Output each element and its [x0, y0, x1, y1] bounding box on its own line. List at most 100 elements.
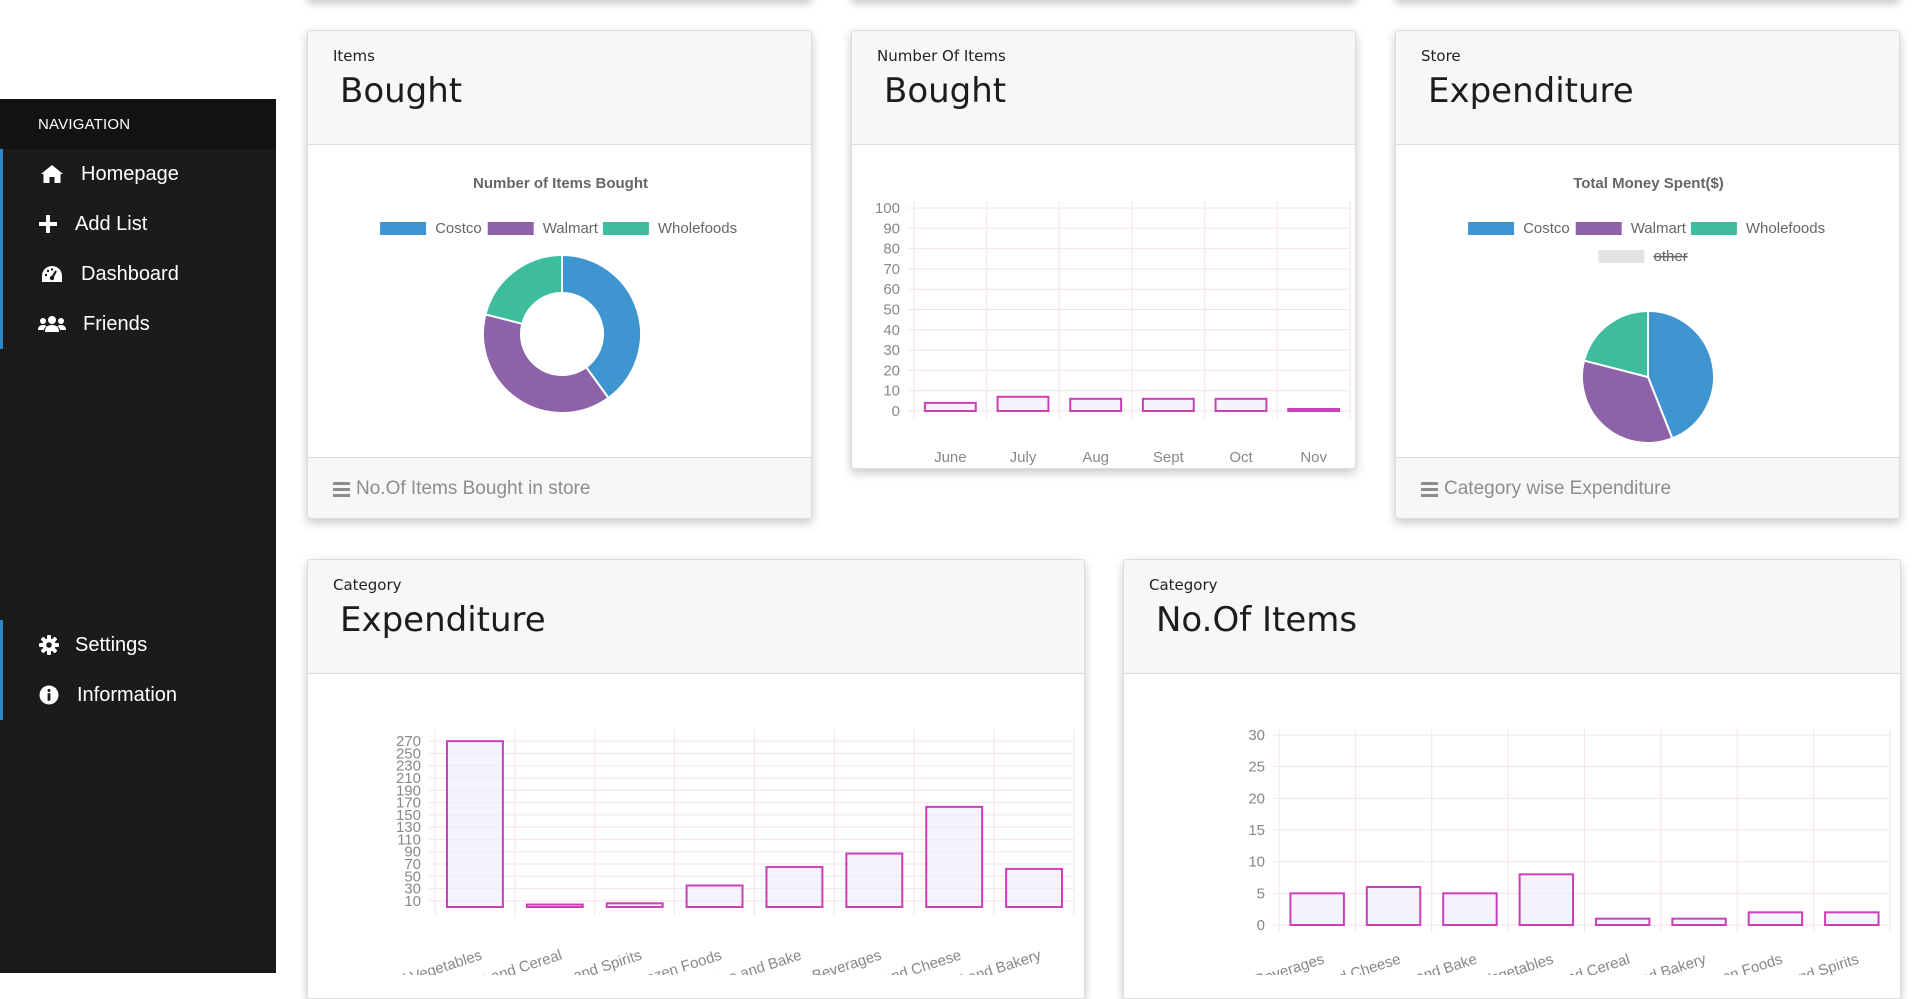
menu-icon	[1421, 478, 1438, 500]
card-footer-text: No.Of Items Bought in store	[356, 478, 591, 499]
y-tick-label: 230	[396, 758, 421, 775]
x-tick-label: Oct	[1229, 449, 1253, 466]
sidebar-item-information[interactable]: Information	[3, 670, 276, 720]
card-header: Category Expenditure	[308, 560, 1084, 674]
sidebar: NAVIGATION Homepage Add List Dashboard F…	[0, 99, 276, 973]
pie-slice	[561, 253, 642, 400]
pie-slice	[1647, 309, 1715, 440]
category-items-bar-chart: 302520151050BeveragesDairy,Eggs and Chee…	[1248, 727, 1891, 975]
users-icon	[37, 313, 67, 335]
bar	[1005, 867, 1064, 909]
menu-icon	[333, 478, 350, 500]
card-subtitle: Store	[1421, 47, 1461, 65]
y-tick-label: 60	[883, 281, 900, 298]
y-tick-label: 100	[875, 200, 900, 217]
bar	[1365, 886, 1422, 926]
y-tick-label: 70	[883, 261, 900, 278]
y-tick-label: 15	[1248, 822, 1265, 839]
legend-label: Walmart	[543, 220, 599, 237]
card-title: Bought	[884, 71, 1007, 111]
y-tick-label: 30	[883, 342, 900, 359]
card-footer: No.Of Items Bought in store	[308, 457, 811, 518]
y-tick-label: 30	[404, 881, 421, 898]
sidebar-item-friends[interactable]: Friends	[3, 299, 276, 349]
sidebar-item-settings[interactable]: Settings	[3, 620, 276, 670]
y-tick-label: 190	[396, 782, 421, 799]
legend-swatch	[380, 222, 427, 235]
y-tick-label: 90	[883, 220, 900, 237]
store-expenditure-pie-chart: Total Money Spent($) Costco Walmart Wholefo…	[1468, 175, 1825, 444]
pie-slice	[1581, 359, 1674, 444]
x-tick-label: Nov	[1300, 449, 1327, 466]
y-tick-label: 250	[396, 745, 421, 762]
x-tick-label: Beverages	[1253, 951, 1326, 975]
y-tick-label: 150	[396, 807, 421, 824]
card-header: Store Expenditure	[1396, 31, 1899, 145]
legend-label: Wholefoods	[1746, 220, 1825, 237]
y-tick-label: 50	[883, 302, 900, 319]
card-header: Number Of Items Bought	[852, 31, 1355, 145]
plus-icon	[37, 213, 59, 235]
y-tick-label: 20	[883, 362, 900, 379]
card-subtitle: Number Of Items	[877, 47, 1006, 65]
card-header: Category No.Of Items	[1124, 560, 1900, 674]
bar	[445, 740, 504, 909]
y-tick-label: 30	[1248, 727, 1265, 744]
legend-label: Costco	[435, 220, 482, 237]
y-tick-label: 40	[883, 322, 900, 339]
bar	[1518, 873, 1575, 926]
info-icon	[37, 684, 61, 706]
dashboard-icon	[37, 263, 67, 285]
y-tick-label: 80	[883, 241, 900, 258]
y-tick-label: 50	[404, 868, 421, 885]
sidebar-item-add-list[interactable]: Add List	[3, 199, 276, 249]
bar	[1594, 917, 1651, 927]
sidebar-item-label: Add List	[75, 212, 148, 235]
card-subtitle: Category	[333, 576, 402, 594]
card-title: Bought	[340, 71, 463, 111]
sidebar-settings-group: Settings Information	[0, 620, 276, 720]
legend-label: Walmart	[1631, 220, 1687, 237]
bar	[996, 395, 1050, 412]
sidebar-item-label: Information	[77, 683, 178, 706]
card-footer: Category wise Expenditure	[1396, 457, 1899, 518]
y-tick-label: 10	[883, 383, 900, 400]
items-bought-card: Items Bought Number of Items Bought Costc…	[307, 30, 812, 519]
chart-title: Total Money Spent($)	[1573, 175, 1724, 192]
legend-swatch	[1598, 250, 1645, 263]
bar	[685, 884, 744, 908]
y-tick-label: 25	[1248, 759, 1265, 776]
y-tick-label: 10	[404, 893, 421, 910]
sidebar-item-label: Dashboard	[81, 262, 179, 285]
bar	[925, 805, 984, 908]
pie-slice	[1582, 309, 1649, 379]
store-expenditure-card: Store Expenditure Total Money Spent($) Co…	[1395, 30, 1900, 519]
legend-label: Costco	[1523, 220, 1570, 237]
bar	[1442, 892, 1498, 926]
chart-title: Number of Items Bought	[473, 175, 648, 192]
x-tick-label: July	[1010, 449, 1037, 466]
card-title: Expenditure	[340, 600, 546, 640]
bar	[1287, 407, 1341, 413]
sidebar-nav-group: Homepage Add List Dashboard Friends	[0, 149, 276, 349]
gear-icon	[37, 634, 61, 656]
bar	[923, 401, 977, 413]
bar	[1671, 917, 1727, 927]
sidebar-item-label: Settings	[75, 633, 148, 656]
sidebar-item-dashboard[interactable]: Dashboard	[3, 249, 276, 299]
bar	[1141, 397, 1195, 413]
legend-swatch	[1575, 222, 1622, 235]
x-tick-label: June	[934, 449, 967, 466]
sidebar-item-homepage[interactable]: Homepage	[3, 149, 276, 199]
y-tick-label: 170	[396, 795, 421, 812]
x-tick-label: Aug	[1082, 449, 1109, 466]
pie-slice	[484, 253, 563, 326]
y-tick-label: 20	[1248, 790, 1265, 807]
y-tick-label: 10	[1248, 854, 1265, 871]
bar	[605, 902, 664, 908]
bar	[1214, 397, 1268, 413]
card-title: No.Of Items	[1156, 600, 1358, 640]
y-tick-label: 130	[396, 819, 421, 836]
bar	[1069, 397, 1123, 413]
